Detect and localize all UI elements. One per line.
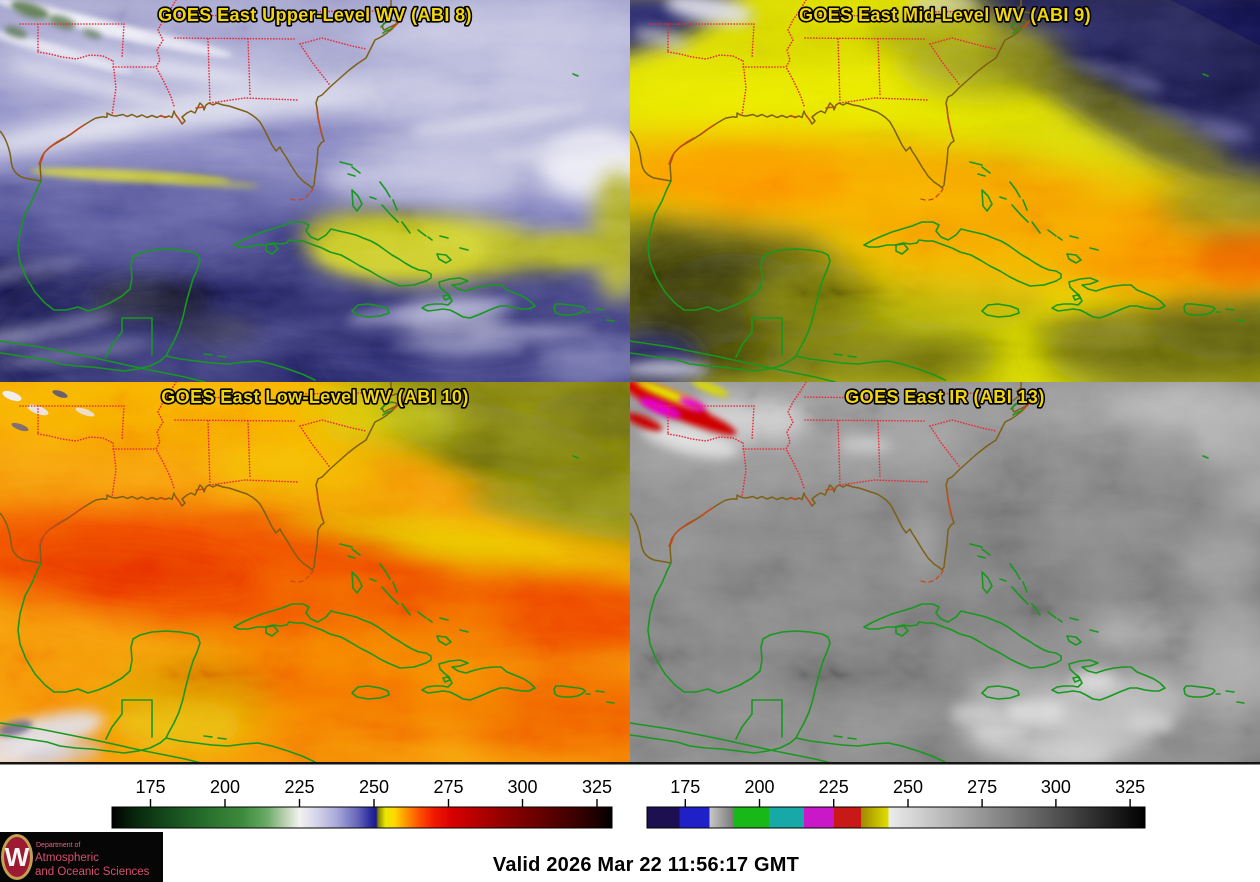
svg-text:W: W bbox=[5, 842, 30, 872]
svg-text:325: 325 bbox=[1115, 777, 1145, 797]
svg-text:325: 325 bbox=[582, 777, 612, 797]
svg-text:275: 275 bbox=[433, 777, 463, 797]
svg-text:GOES East IR (ABI 13): GOES East IR (ABI 13) bbox=[845, 387, 1044, 407]
svg-text:275: 275 bbox=[967, 777, 997, 797]
svg-text:Valid 2026 Mar 22 11:56:17 GMT: Valid 2026 Mar 22 11:56:17 GMT bbox=[493, 854, 799, 876]
svg-text:GOES East Mid-Level WV (ABI 9): GOES East Mid-Level WV (ABI 9) bbox=[799, 5, 1091, 25]
svg-text:175: 175 bbox=[670, 777, 700, 797]
svg-text:175: 175 bbox=[135, 777, 165, 797]
svg-text:250: 250 bbox=[359, 777, 389, 797]
svg-text:250: 250 bbox=[893, 777, 923, 797]
svg-text:GOES East Upper-Level WV (ABI: GOES East Upper-Level WV (ABI 8) bbox=[158, 5, 472, 25]
svg-text:300: 300 bbox=[1041, 777, 1071, 797]
svg-text:and Oceanic Sciences: and Oceanic Sciences bbox=[35, 866, 150, 878]
svg-text:225: 225 bbox=[284, 777, 314, 797]
svg-text:Department of: Department of bbox=[36, 842, 80, 849]
svg-text:200: 200 bbox=[744, 777, 774, 797]
svg-text:Atmospheric: Atmospheric bbox=[35, 852, 99, 864]
svg-text:200: 200 bbox=[210, 777, 240, 797]
svg-text:300: 300 bbox=[507, 777, 537, 797]
svg-text:GOES East Low-Level WV (ABI 10: GOES East Low-Level WV (ABI 10) bbox=[161, 387, 468, 407]
svg-text:225: 225 bbox=[819, 777, 849, 797]
